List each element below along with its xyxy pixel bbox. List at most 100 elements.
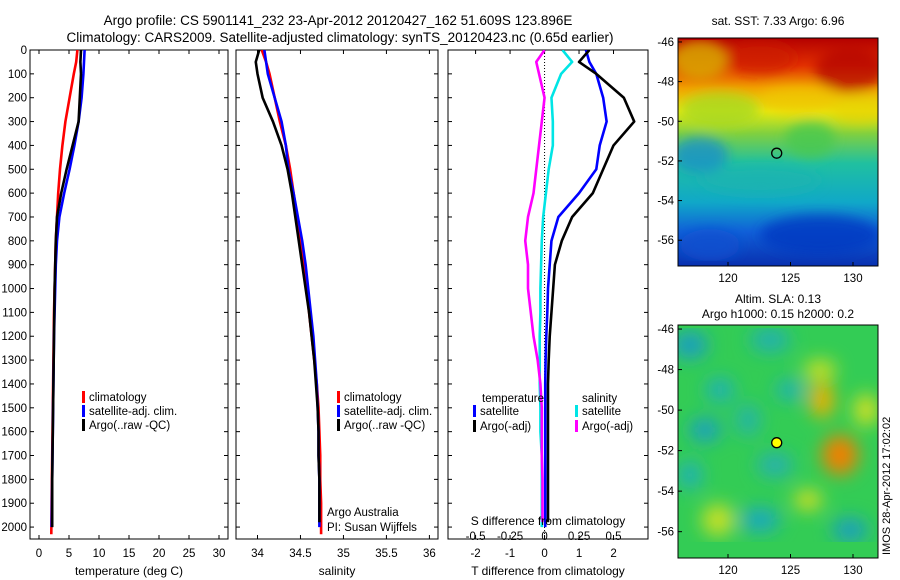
difference-depth-ticks [448, 49, 648, 528]
map-lon-label: 125 [781, 273, 800, 285]
sst-map-panel: sat. SST: 7.33 Argo: 6.96 -46 -48 -50 -52 -5… [657, 14, 879, 285]
depth-tick-label: 500 [8, 164, 27, 176]
map-lat-label: -50 [657, 405, 674, 417]
x-tick-label: 36 [423, 548, 436, 560]
legend-entry-swatch [82, 405, 85, 417]
temperature-legend: climatology satellite-adj. clim. Argo(..ra… [82, 391, 177, 432]
map-lon-label: 120 [718, 273, 737, 285]
depth-tick-label: 0 [21, 45, 27, 57]
legend-entry-label: Argo(..raw -QC) [89, 420, 170, 432]
depth-tick-label: 800 [8, 236, 27, 248]
salinity-panel: 34 34.5 35 35.5 36 salinity climatology satel… [235, 49, 439, 578]
x-tick-label: 34 [251, 548, 264, 560]
sla-map-axes: -46 -48 -50 -52 -54 -56 120 125 130 [657, 324, 862, 577]
difference-legend: temperature salinitysatelliteArgo(-adj)sa… [473, 393, 633, 433]
x-tick-label: 15 [123, 548, 136, 560]
series-line-argo-raw-qc- [254, 50, 321, 523]
map-lat-label: -52 [657, 156, 674, 168]
difference-panel: -2 -1 0 1 2 -0.5 -0.25 0 0.25 0.5 S difference f… [447, 49, 649, 578]
legend-entry-label: satellite [582, 406, 621, 418]
sla-map-title-line1: Altim. SLA: 0.13 [735, 292, 821, 306]
legend-entry-label: satellite-adj. clim. [89, 406, 177, 418]
legend-entry-swatch [473, 420, 476, 432]
x-tick-label: 0 [541, 548, 547, 560]
x-tick-label: 5 [66, 548, 72, 560]
legend-entry-swatch [575, 405, 578, 417]
s-diff-tick-label: -0.25 [497, 531, 523, 543]
s-diff-tick-label: -0.5 [466, 531, 486, 543]
temperature-x-axis: 0 5 10 15 20 25 30 [36, 50, 226, 560]
map-lon-label: 120 [718, 565, 737, 577]
legend-entry-label: climatology [344, 392, 402, 404]
x-tick-label: 20 [153, 548, 166, 560]
legend-entry-swatch [337, 419, 340, 431]
s-difference-axis: -0.5 -0.25 0 0.25 0.5 [466, 531, 622, 543]
temperature-panel: 0100200300400500600700800900100011001200… [1, 45, 229, 578]
map-lat-label: -50 [657, 116, 674, 128]
series-line-temperature-argo-adj- [546, 50, 636, 523]
salinity-xlabel: salinity [319, 564, 356, 578]
legend-entry-swatch [575, 420, 578, 432]
legend-entry-label: Argo(..raw -QC) [344, 420, 425, 432]
x-tick-label: 30 [213, 548, 226, 560]
depth-tick-label: 1600 [1, 427, 27, 439]
depth-tick-label: 400 [8, 140, 27, 152]
x-tick-label: 35.5 [375, 548, 397, 560]
x-tick-label: -1 [505, 548, 515, 560]
legend-entry-label: satellite [480, 406, 519, 418]
depth-tick-label: 600 [8, 188, 27, 200]
legend-entry-label: Argo(-adj) [480, 421, 531, 433]
salinity-series [254, 50, 323, 535]
legend-entry-swatch [337, 391, 340, 403]
x-tick-label: 25 [183, 548, 196, 560]
legend-entry-label: Argo(-adj) [582, 421, 633, 433]
salinity-x-axis: 34 34.5 35 35.5 36 [251, 50, 436, 560]
series-line-salinity-argo-adj- [523, 50, 546, 523]
map-lon-label: 125 [781, 565, 800, 577]
sla-map-frame [677, 324, 879, 559]
depth-axis: 0 100 200 300 400 500 600 700 800 900 1000 1100 1200… [1, 45, 228, 534]
x-tick-label: 0 [36, 548, 42, 560]
s-diff-tick-label: 0 [541, 531, 547, 543]
sst-field-texture [678, 40, 878, 261]
depth-tick-label: 900 [8, 260, 27, 272]
depth-tick-label: 1300 [1, 355, 27, 367]
depth-tick-label: 1900 [1, 498, 27, 510]
pi-label: PI: Susan Wijffels [327, 522, 417, 534]
map-lon-label: 130 [843, 273, 862, 285]
temperature-series [50, 50, 86, 535]
x-tick-label: 35 [337, 548, 350, 560]
series-line-climatology [260, 50, 323, 535]
sst-map-axes: -46 -48 -50 -52 -54 -56 120 125 130 [657, 37, 862, 285]
sla-map-title-line2: Argo h1000: 0.15 h2000: 0.2 [702, 307, 854, 321]
x-tick-label: 1 [576, 548, 582, 560]
x-tick-label: 10 [93, 548, 106, 560]
imos-timestamp: IMOS 28-Apr-2012 17:02:02 [881, 417, 893, 555]
s-diff-tick-label: 0.25 [568, 531, 590, 543]
depth-tick-label: 1500 [1, 403, 27, 415]
salinity-axes-frame [235, 49, 439, 540]
map-lat-label: -56 [657, 235, 674, 247]
x-tick-label: 34.5 [289, 548, 311, 560]
legend-entry-swatch [473, 405, 476, 417]
map-lat-label: -48 [657, 77, 674, 89]
legend-entry-label: climatology [89, 392, 147, 404]
sst-map-frame [677, 37, 879, 267]
map-lat-label: -46 [657, 324, 674, 336]
legend-entry-label: satellite-adj. clim. [344, 406, 432, 418]
depth-tick-label: 300 [8, 117, 27, 129]
map-lon-label: 130 [843, 565, 862, 577]
depth-tick-label: 200 [8, 93, 27, 105]
legend-header-temperature: temperature [482, 393, 544, 405]
map-lat-label: -56 [657, 527, 674, 539]
map-lat-label: -54 [657, 486, 674, 498]
depth-tick-label: 100 [8, 69, 27, 81]
depth-tick-label: 1100 [2, 307, 27, 319]
map-lat-label: -46 [657, 37, 674, 49]
depth-tick-label: 2000 [1, 522, 27, 534]
salinity-depth-ticks [236, 49, 438, 528]
map-lat-label: -52 [657, 446, 674, 458]
figure-title-line1: Argo profile: CS 5901141_232 23-Apr-2012… [104, 13, 573, 28]
depth-tick-label: 1200 [1, 331, 27, 343]
